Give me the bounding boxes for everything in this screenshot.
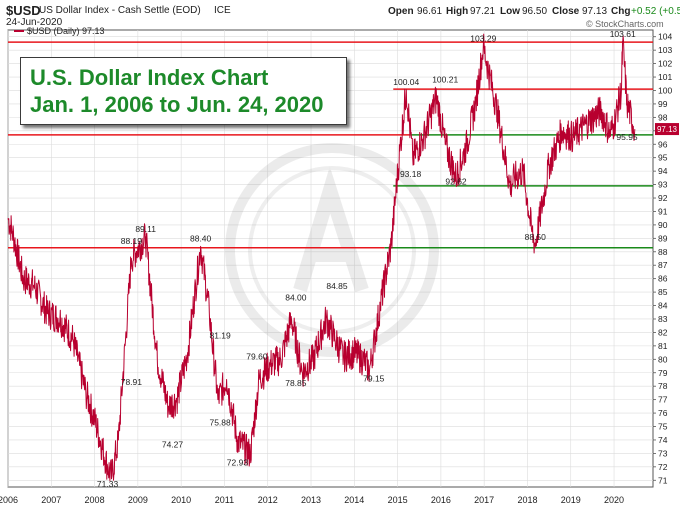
annotation-label: 84.85 bbox=[326, 281, 348, 291]
annotation-label: 93.18 bbox=[400, 169, 422, 179]
description: US Dollar Index - Cash Settle (EOD) bbox=[39, 5, 201, 16]
annotation-label: 95.95 bbox=[616, 132, 638, 142]
y-tick-label: 75 bbox=[658, 422, 668, 432]
y-tick-label: 103 bbox=[658, 45, 672, 55]
low-value: 96.50 bbox=[522, 6, 548, 17]
header-date: 24-Jun-2020 bbox=[6, 17, 63, 28]
legend-label: $USD (Daily) 97.13 bbox=[27, 26, 105, 36]
y-tick-label: 80 bbox=[658, 354, 668, 364]
y-tick-label: 96 bbox=[658, 139, 668, 149]
annotation-label: 88.40 bbox=[190, 233, 212, 243]
y-tick-label: 90 bbox=[658, 220, 668, 230]
open-label: Open bbox=[388, 6, 414, 17]
y-tick-label: 89 bbox=[658, 233, 668, 243]
watermark: © StockCharts.com bbox=[586, 19, 664, 29]
x-tick-label: 2011 bbox=[215, 495, 234, 505]
x-tick-label: 2007 bbox=[41, 495, 61, 505]
close-value: 97.13 bbox=[582, 6, 608, 17]
exchange: ICE bbox=[214, 5, 231, 16]
y-tick-label: 100 bbox=[658, 85, 672, 95]
annotation-label: 78.85 bbox=[285, 378, 307, 388]
x-tick-label: 2014 bbox=[344, 495, 364, 505]
y-tick-label: 93 bbox=[658, 180, 668, 190]
y-tick-label: 84 bbox=[658, 301, 668, 311]
annotation-label: 103.61 bbox=[610, 29, 636, 39]
low-label: Low bbox=[500, 6, 520, 17]
annotation-label: 88.50 bbox=[525, 232, 547, 242]
annotation-label: 79.60 bbox=[246, 352, 268, 362]
annotation-label: 89.11 bbox=[135, 224, 156, 234]
close-label: Close bbox=[552, 6, 580, 17]
y-tick-label: 72 bbox=[658, 462, 668, 472]
x-tick-label: 2012 bbox=[258, 495, 278, 505]
x-tick-label: 2017 bbox=[474, 495, 494, 505]
chg-label: Chg bbox=[611, 6, 631, 17]
x-tick-label: 2010 bbox=[171, 495, 191, 505]
x-tick-label: 2016 bbox=[431, 495, 451, 505]
y-tick-label: 102 bbox=[658, 59, 672, 69]
annotation-label: 81.19 bbox=[209, 330, 231, 340]
last-price-label: 97.13 bbox=[657, 125, 678, 134]
y-tick-label: 87 bbox=[658, 260, 668, 270]
y-tick-label: 104 bbox=[658, 32, 672, 42]
y-tick-label: 99 bbox=[658, 99, 668, 109]
y-tick-label: 95 bbox=[658, 153, 668, 163]
y-tick-label: 76 bbox=[658, 408, 668, 418]
high-label: High bbox=[446, 6, 469, 17]
title-box: U.S. Dollar Index Chart Jan. 1, 2006 to … bbox=[20, 57, 347, 125]
annotation-label: 75.88 bbox=[209, 418, 231, 428]
y-tick-label: 88 bbox=[658, 247, 668, 257]
annotation-label: 72.93 bbox=[227, 457, 249, 467]
y-tick-label: 92 bbox=[658, 193, 668, 203]
y-tick-label: 81 bbox=[658, 341, 668, 351]
annotation-label: 78.91 bbox=[121, 377, 143, 387]
coin-rim bbox=[225, 143, 439, 357]
y-tick-label: 79 bbox=[658, 368, 668, 378]
y-tick-label: 98 bbox=[658, 112, 668, 122]
x-tick-label: 2006 bbox=[0, 495, 18, 505]
open-value: 96.61 bbox=[417, 6, 443, 17]
x-tick-label: 2008 bbox=[85, 495, 105, 505]
annotation-label: 71.33 bbox=[97, 479, 119, 489]
symbol: $USD bbox=[6, 3, 41, 18]
annotation-label: 100.21 bbox=[432, 75, 458, 85]
last-price-marker bbox=[655, 123, 679, 136]
y-tick-label: 83 bbox=[658, 314, 668, 324]
annotation-label: 100.04 bbox=[393, 77, 419, 87]
annotation-label: 74.27 bbox=[162, 439, 184, 449]
high-value: 97.21 bbox=[470, 6, 496, 17]
x-tick-label: 2009 bbox=[128, 495, 148, 505]
y-tick-label: 82 bbox=[658, 327, 668, 337]
y-tick-label: 101 bbox=[658, 72, 672, 82]
annotation-label: 88.19 bbox=[121, 236, 143, 246]
y-tick-label: 71 bbox=[658, 475, 668, 485]
title-line-1: U.S. Dollar Index Chart bbox=[30, 65, 269, 90]
x-tick-label: 2020 bbox=[604, 495, 624, 505]
price-series-line bbox=[7, 33, 636, 481]
annotation-label: 92.62 bbox=[445, 177, 467, 187]
coin-watermark bbox=[225, 143, 439, 357]
y-tick-label: 86 bbox=[658, 274, 668, 284]
chg-value: +0.52 (+0.54%) bbox=[631, 6, 680, 17]
annotation-label: 79.15 bbox=[363, 374, 385, 384]
x-tick-label: 2019 bbox=[561, 495, 581, 505]
y-tick-label: 77 bbox=[658, 395, 668, 405]
y-tick-label: 73 bbox=[658, 448, 668, 458]
chart-header: $USD US Dollar Index - Cash Settle (EOD)… bbox=[0, 0, 680, 38]
annotation-label: 84.00 bbox=[285, 293, 307, 303]
annotation-label: 103.29 bbox=[470, 33, 496, 43]
y-tick-label: 78 bbox=[658, 381, 668, 391]
x-tick-label: 2013 bbox=[301, 495, 321, 505]
x-tick-label: 2015 bbox=[388, 495, 408, 505]
y-tick-label: 85 bbox=[658, 287, 668, 297]
x-tick-label: 2018 bbox=[517, 495, 537, 505]
legend: $USD (Daily) 97.13 bbox=[14, 26, 105, 36]
coin-glyph bbox=[293, 166, 369, 293]
title-line-2: Jan. 1, 2006 to Jun. 24, 2020 bbox=[30, 92, 324, 117]
y-tick-label: 94 bbox=[658, 166, 668, 176]
y-tick-label: 91 bbox=[658, 206, 668, 216]
y-tick-label: 74 bbox=[658, 435, 668, 445]
